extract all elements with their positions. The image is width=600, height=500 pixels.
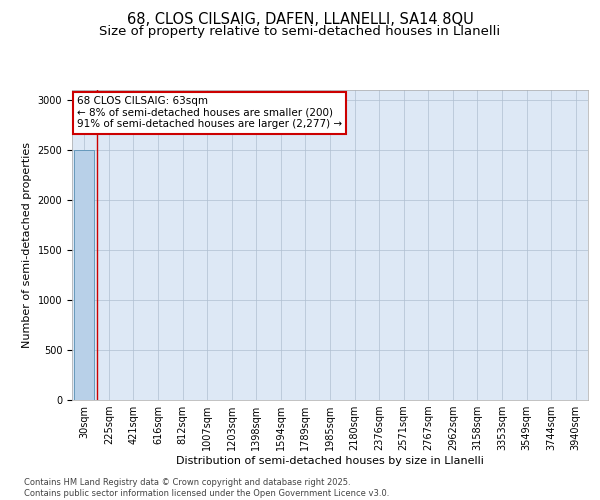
Text: 68 CLOS CILSAIG: 63sqm
← 8% of semi-detached houses are smaller (200)
91% of sem: 68 CLOS CILSAIG: 63sqm ← 8% of semi-deta… bbox=[77, 96, 342, 130]
Text: Contains HM Land Registry data © Crown copyright and database right 2025.
Contai: Contains HM Land Registry data © Crown c… bbox=[24, 478, 389, 498]
X-axis label: Distribution of semi-detached houses by size in Llanelli: Distribution of semi-detached houses by … bbox=[176, 456, 484, 466]
Bar bbox=[74, 150, 94, 400]
Text: Size of property relative to semi-detached houses in Llanelli: Size of property relative to semi-detach… bbox=[100, 25, 500, 38]
Text: 68, CLOS CILSAIG, DAFEN, LLANELLI, SA14 8QU: 68, CLOS CILSAIG, DAFEN, LLANELLI, SA14 … bbox=[127, 12, 473, 28]
Y-axis label: Number of semi-detached properties: Number of semi-detached properties bbox=[22, 142, 32, 348]
